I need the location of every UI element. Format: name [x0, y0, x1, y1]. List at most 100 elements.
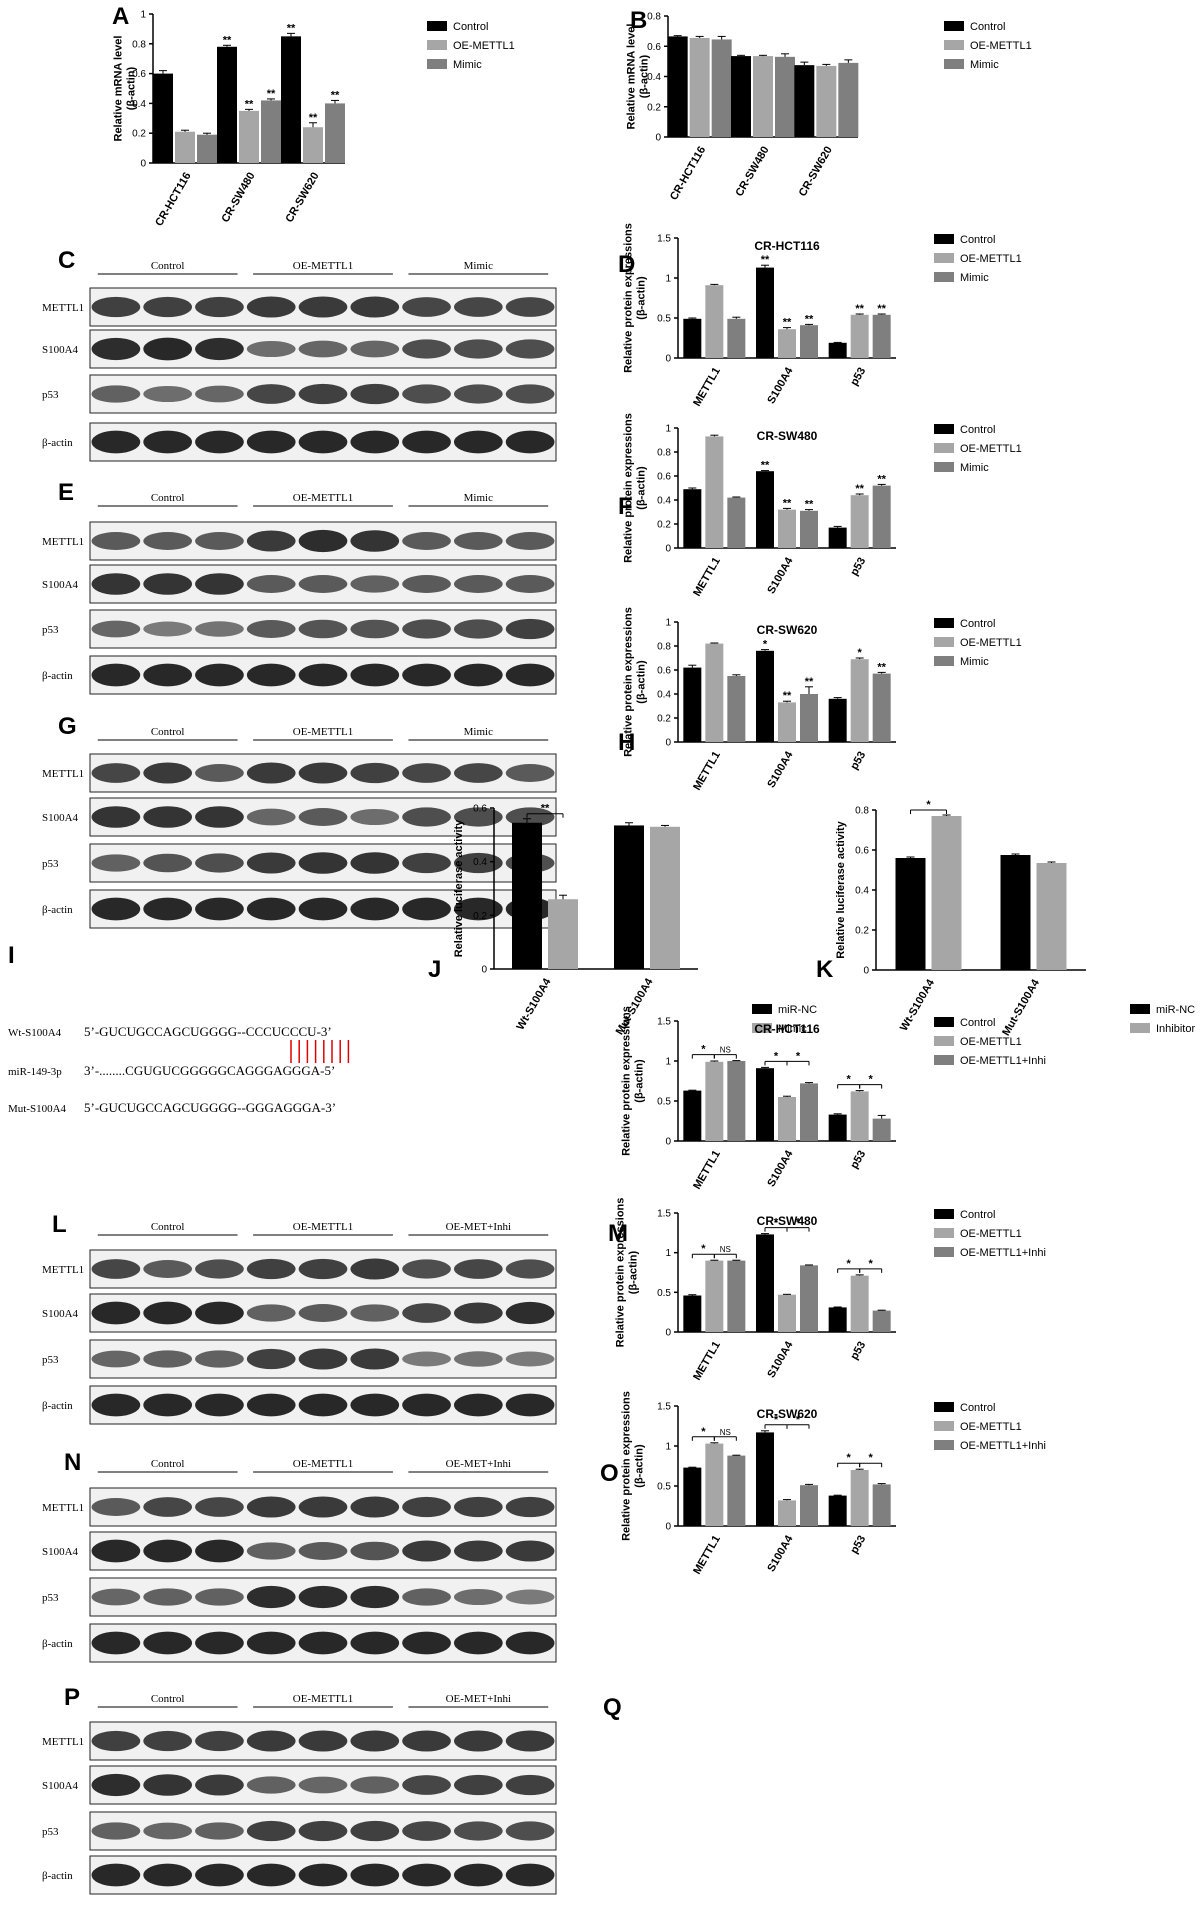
y-tick-label: 0 [140, 159, 146, 170]
legend-label: Mimic [960, 272, 989, 284]
blot-band [143, 573, 193, 595]
legend-label: Control [970, 21, 1005, 33]
blot-band [453, 1351, 503, 1367]
significance-mark: ** [245, 98, 254, 110]
bar [872, 314, 891, 358]
blot-band [143, 1822, 193, 1840]
blot-band [246, 575, 296, 593]
blot-band [505, 618, 555, 640]
western-blots: Control OE-METTL1 Mimic METTL1 S100A4 p53 β-ac… [42, 260, 557, 1895]
significance-bracket: * [837, 1452, 861, 1468]
legend-swatch [934, 1421, 954, 1431]
blot-band [298, 575, 348, 593]
blot-row-label: p53 [42, 1592, 59, 1604]
y-tick-label: 0 [665, 1137, 671, 1148]
blot-band [505, 430, 555, 454]
legend-swatch [934, 637, 954, 647]
blot-band [195, 853, 244, 873]
bar [778, 509, 796, 548]
blot-band [195, 1350, 244, 1368]
blot-band [350, 575, 400, 593]
x-tick-label: S100A4 [765, 1533, 796, 1574]
blot-row-label: β-actin [42, 670, 73, 682]
panel-label-k: K [816, 956, 834, 983]
y-tick-label: 1 [665, 424, 671, 435]
blot-band [91, 532, 141, 550]
legend-swatch [934, 1055, 954, 1065]
blot-band [298, 1730, 348, 1752]
bar [705, 436, 724, 548]
bar [778, 329, 796, 358]
significance-bracket: NS [713, 1428, 737, 1441]
blot-band [298, 1631, 348, 1655]
seq-text: 5’-GUCUGCCAGCUGGGG--GGGAGGGA-3’ [84, 1100, 336, 1115]
bar [850, 1275, 869, 1332]
y-tick-label: 0.4 [855, 886, 869, 897]
blot-row-label: METTL1 [42, 768, 84, 780]
legend-swatch [934, 1228, 954, 1238]
y-tick-label: 0.2 [855, 926, 869, 937]
significance-mark: ** [761, 460, 770, 472]
y-tick-label: 0.2 [657, 714, 671, 725]
legend-swatch [934, 1209, 954, 1219]
blot-band [195, 1631, 244, 1655]
y-axis-label: (β-actin) [636, 276, 648, 320]
significance-bracket: * [859, 1452, 883, 1468]
blot-band [505, 532, 555, 550]
y-tick-label: 1.5 [657, 234, 671, 245]
blot-band [91, 430, 141, 454]
significance-mark: ** [805, 676, 814, 688]
blot-band [402, 532, 451, 550]
blot-band [505, 1774, 555, 1796]
x-tick-label: p53 [848, 1149, 868, 1171]
y-axis-label: Relative luciferase activity [453, 819, 465, 957]
blot-band [350, 1863, 400, 1887]
bar [828, 1495, 847, 1526]
blot-band [505, 1540, 555, 1562]
y-tick-label: 0.4 [657, 690, 671, 701]
seq-label: miR-149-3p [8, 1066, 62, 1078]
y-axis-label: (β-actin) [634, 1444, 646, 1488]
bar [775, 56, 795, 137]
blot-band [402, 1863, 451, 1887]
legend-swatch [934, 424, 954, 434]
blot-band [195, 806, 244, 828]
x-tick-label: p53 [848, 1534, 868, 1556]
blot-group-label: OE-MET+Inhi [446, 1221, 511, 1233]
blot-group-label: OE-METTL1 [293, 1458, 353, 1470]
y-tick-label: 0.6 [473, 804, 487, 815]
x-tick-label: Wt-S100A4 [514, 976, 554, 1033]
significance-bracket: * [691, 1243, 715, 1259]
legend-label: Control [453, 21, 488, 33]
y-tick-label: 1.5 [657, 1402, 671, 1413]
legend-label: Control [960, 618, 995, 630]
significance-mark: ** [855, 483, 864, 495]
chart-title: CR-HCT116 [754, 239, 820, 253]
panel-label-f: F [618, 493, 633, 520]
legend-swatch [934, 618, 954, 628]
blot-band [246, 1730, 296, 1752]
blot-row-label: S100A4 [42, 1780, 79, 1792]
blot-band [143, 1301, 193, 1325]
blot-band [246, 762, 296, 784]
bar [683, 1467, 702, 1526]
blot-band [402, 619, 451, 639]
blot-band [143, 1730, 193, 1752]
blot-band [246, 1776, 296, 1794]
bracket-label: NS [720, 1428, 731, 1437]
y-tick-label: 1 [665, 274, 671, 285]
legend-swatch [934, 1402, 954, 1412]
bar [828, 1114, 847, 1141]
blot-band [402, 384, 451, 404]
blot-band [195, 337, 244, 361]
legend-swatch [934, 1036, 954, 1046]
bar [614, 825, 644, 969]
blot-band [298, 1863, 348, 1887]
blot-band [453, 1631, 503, 1655]
blot-band [453, 339, 503, 359]
significance-bracket: * [837, 1074, 861, 1089]
blot-band [402, 1821, 451, 1841]
blot-band [350, 296, 400, 318]
panel-label-q: Q [603, 1694, 622, 1721]
blot-row-label: p53 [42, 389, 59, 401]
